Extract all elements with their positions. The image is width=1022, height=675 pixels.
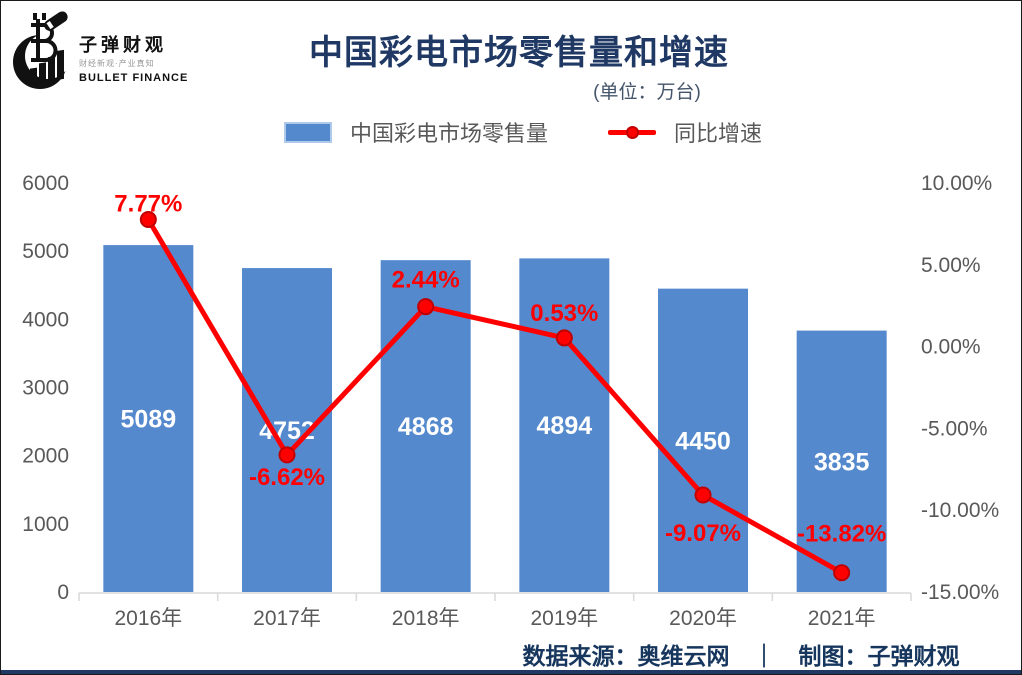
legend-bar-label: 中国彩电市场零售量 — [350, 121, 549, 146]
right-axis-tick-label: 0.00% — [921, 336, 981, 359]
left-axis-tick-label: 1000 — [22, 513, 69, 536]
x-axis-category-label: 2017年 — [253, 607, 321, 630]
brand-tagline: 财经新观·产业真知 — [79, 59, 155, 68]
line-value-label: 2.44% — [392, 267, 460, 294]
x-axis-category-label: 2018年 — [392, 607, 460, 630]
line-value-label: -13.82% — [797, 521, 886, 548]
bar-2021年 — [796, 330, 887, 592]
chart-title: 中国彩电市场零售量和增速 — [309, 34, 729, 72]
line-value-label: -9.07% — [665, 520, 741, 547]
line-value-label: -6.62% — [249, 464, 325, 491]
data-source-footer: 数据来源：奥维云网 ｜ 制图：子弹财观 — [522, 643, 960, 669]
bar-value-label: 5089 — [121, 406, 177, 434]
x-axis-category-label: 2016年 — [114, 607, 182, 630]
left-axis-tick-label: 6000 — [22, 172, 69, 195]
x-axis-category-label: 2020年 — [669, 607, 737, 630]
line-marker-2021年 — [833, 564, 851, 582]
bar-2020年 — [658, 288, 748, 592]
logo-bullet-icon — [44, 11, 68, 31]
left-axis-tick-label: 5000 — [22, 240, 69, 263]
legend-line-marker-icon — [608, 125, 657, 139]
bar-2017年 — [242, 268, 332, 592]
bar-value-label: 3835 — [814, 448, 870, 476]
legend-bar-swatch-icon — [284, 121, 332, 143]
bar-2016年 — [103, 245, 194, 592]
line-value-label: 7.77% — [114, 190, 182, 217]
x-axis-category-label: 2021年 — [808, 607, 876, 630]
chart-legend: 中国彩电市场零售量 同比增速 — [284, 115, 762, 149]
bullet-finance-logo-icon — [13, 11, 71, 89]
brand-name-en: BULLET FINANCE — [79, 72, 189, 84]
left-axis-tick-label: 2000 — [22, 445, 69, 468]
brand-logo: 子弹财观 财经新观·产业真知 BULLET FINANCE — [11, 5, 241, 97]
bar-value-label: 4894 — [537, 412, 593, 440]
bar-value-label: 4868 — [398, 413, 454, 441]
bottom-navy-rule — [1, 670, 1021, 674]
left-axis-tick-label: 4000 — [22, 308, 69, 331]
x-axis-category-label: 2019年 — [530, 607, 598, 630]
bar-value-label: 4450 — [675, 427, 731, 455]
brand-name: 子弹财观 — [79, 35, 167, 55]
legend-line-label: 同比增速 — [674, 121, 763, 146]
growth-line — [145, 216, 845, 576]
right-axis-tick-label: -10.00% — [921, 499, 999, 522]
right-axis-tick-label: 5.00% — [921, 254, 981, 277]
right-axis-tick-label: -15.00% — [921, 581, 999, 604]
chart-unit-subtitle: (单位：万台) — [593, 82, 701, 103]
line-marker-2016年 — [139, 210, 157, 228]
line-marker-2017年 — [278, 446, 296, 464]
logo-bars-icon — [30, 49, 64, 84]
right-axis-tick-label: -5.00% — [921, 417, 988, 440]
left-axis-tick-label: 3000 — [22, 377, 69, 400]
right-axis-tick-label: 10.00% — [921, 172, 992, 195]
line-marker-2019年 — [555, 329, 573, 347]
line-value-label: 0.53% — [530, 300, 598, 327]
legend-line-dot-icon — [625, 125, 639, 139]
bar-2019年 — [519, 258, 610, 592]
line-marker-2020年 — [694, 486, 712, 504]
left-axis-tick-label: 0 — [57, 581, 69, 604]
line-marker-2018年 — [417, 298, 435, 316]
